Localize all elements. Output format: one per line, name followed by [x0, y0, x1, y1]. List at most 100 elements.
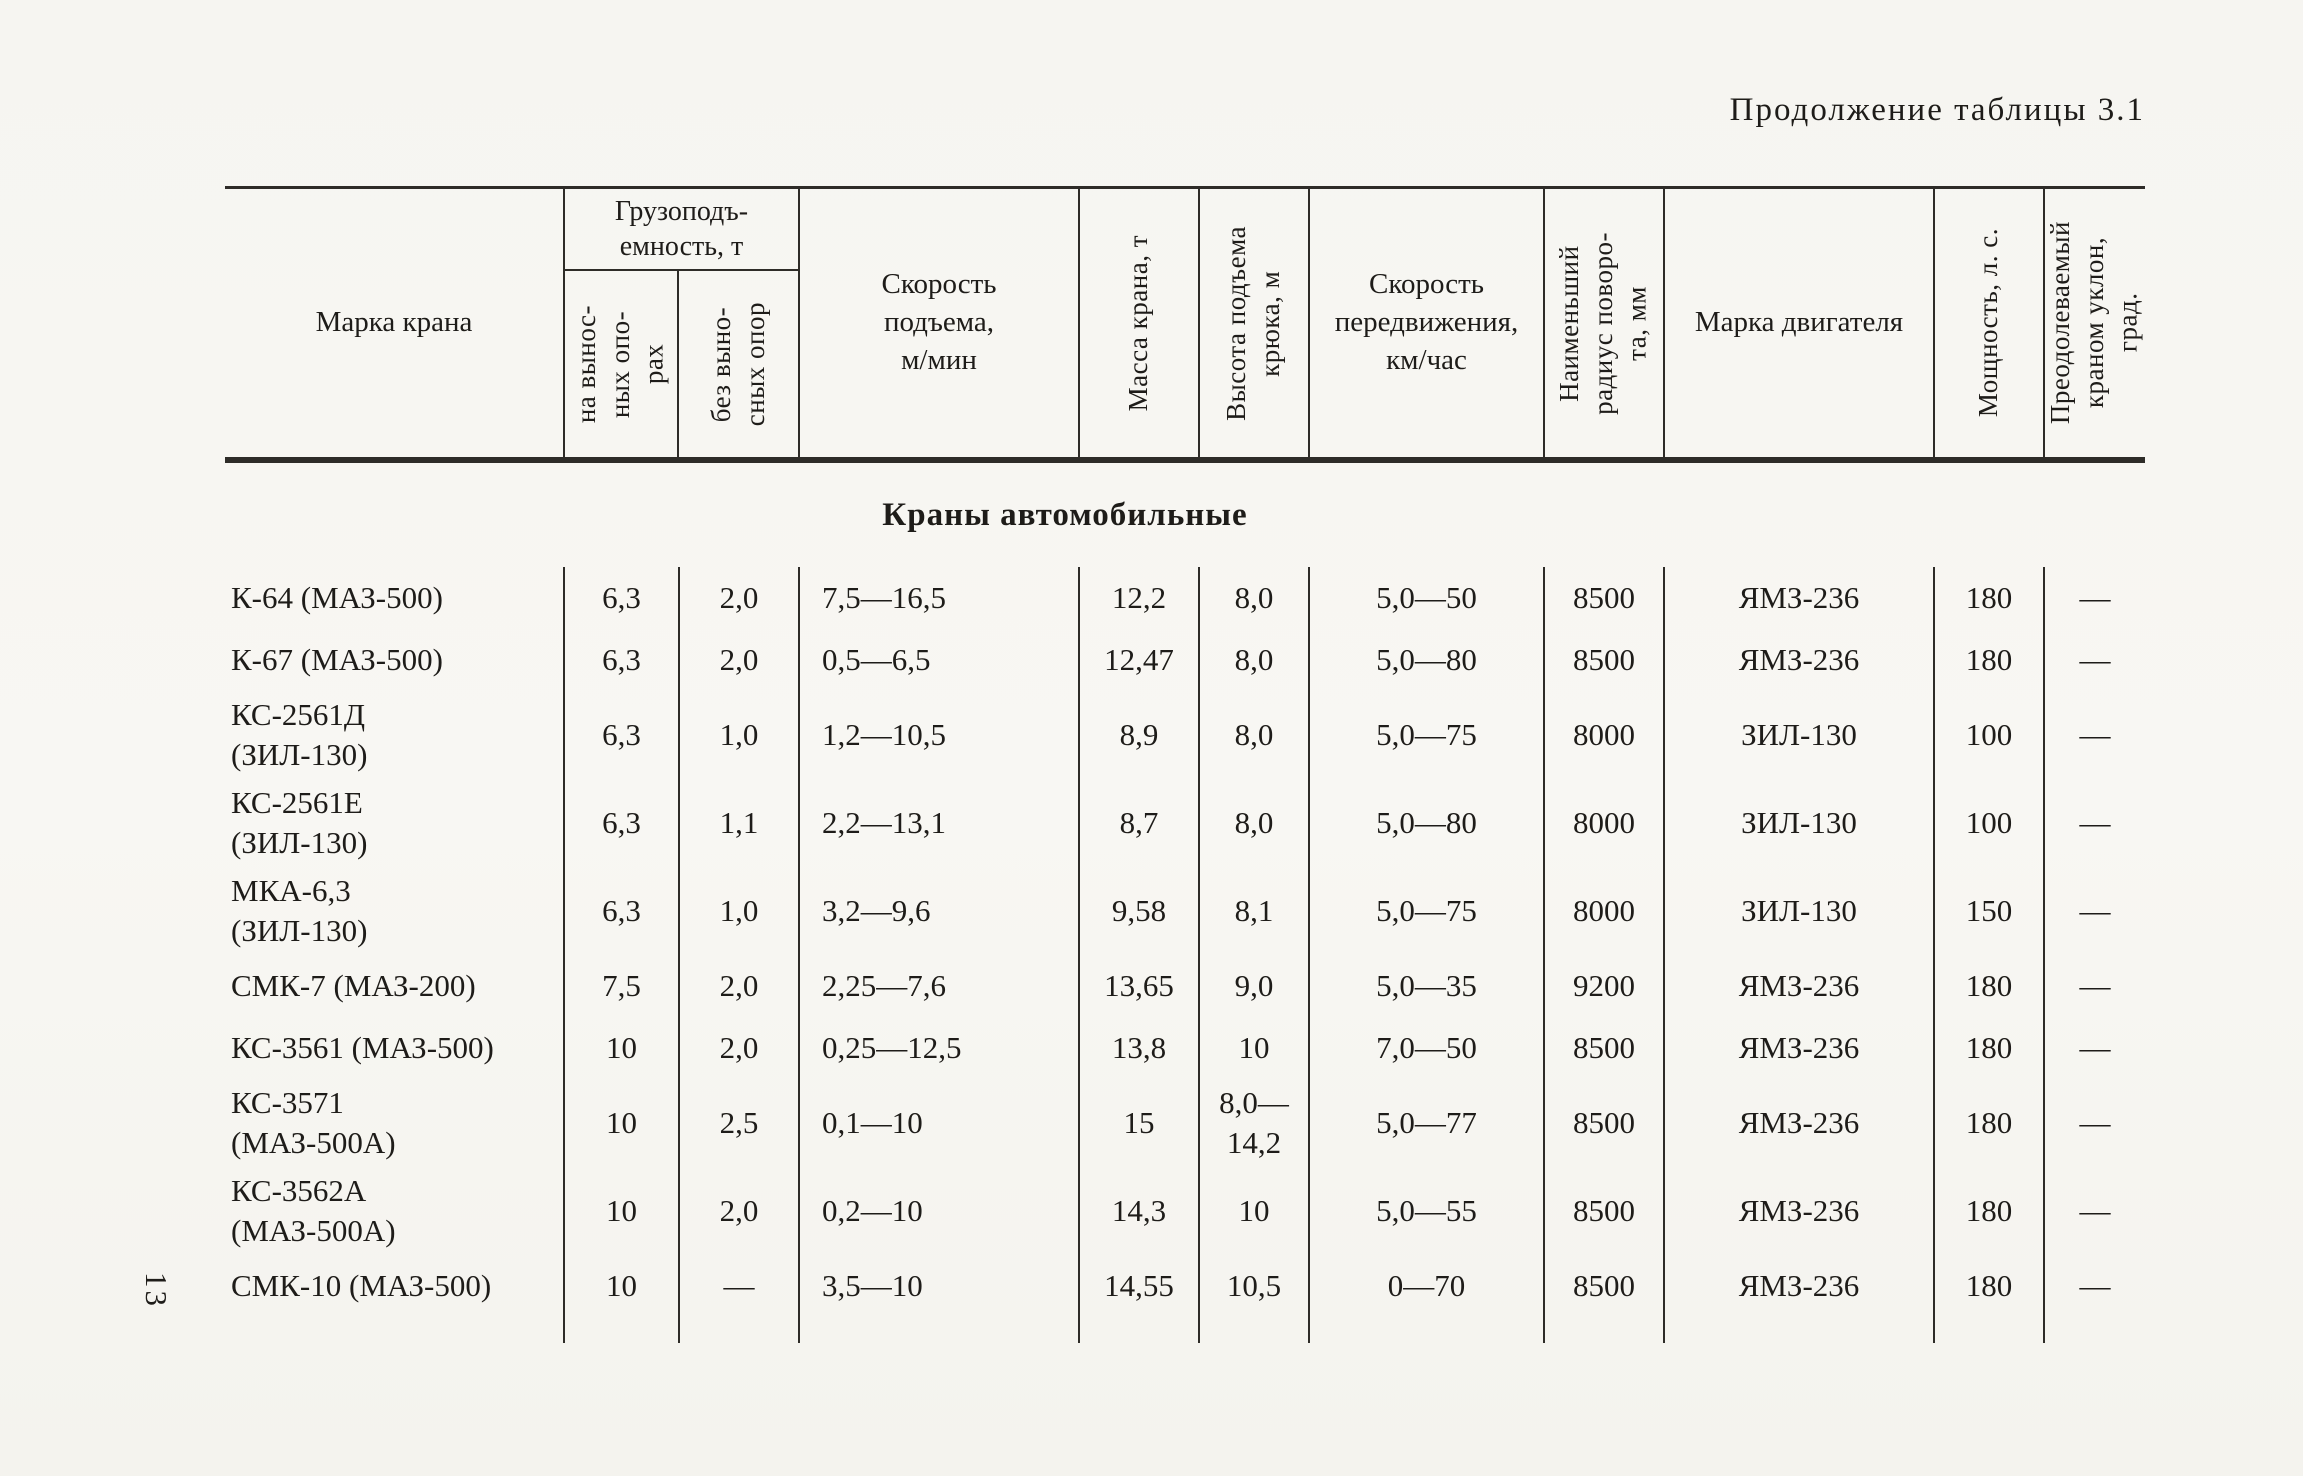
cell-hook-height: 8,1: [1200, 867, 1310, 955]
header-crane-brand-label: Марка крана: [315, 306, 473, 339]
cell-lift-speed: 1,2—10,5: [800, 691, 1080, 779]
cell-power: 100: [1935, 779, 2045, 867]
cell-lift-speed: 0,1—10: [800, 1079, 1080, 1167]
cell-engine-brand: ЯМЗ-236: [1665, 1167, 1935, 1255]
cell-crane-mass: 13,8: [1080, 1017, 1200, 1079]
cell-capacity-on-outriggers: 10: [565, 1255, 680, 1317]
cell-capacity-on-outriggers: 10: [565, 1079, 680, 1167]
cell-engine-brand: ЯМЗ-236: [1665, 1255, 1935, 1317]
cell-crane-mass: 14,3: [1080, 1167, 1200, 1255]
cell-lift-speed: 3,5—10: [800, 1255, 1080, 1317]
header-travel-speed-label: Скорость передвижения, км/час: [1334, 268, 1519, 376]
cell-hook-height: 8,0: [1200, 691, 1310, 779]
cell-travel-speed: 5,0—75: [1310, 867, 1545, 955]
header-engine-brand-label: Марка двигателя: [1694, 306, 1904, 339]
cell-power: 180: [1935, 567, 2045, 629]
cell-capacity-on-outriggers: 6,3: [565, 691, 680, 779]
cell-turn-radius: 8500: [1545, 567, 1665, 629]
cell-crane-brand: К-67 (МАЗ-500): [225, 629, 565, 691]
cell-power: 180: [1935, 629, 2045, 691]
cell-turn-radius: 8000: [1545, 867, 1665, 955]
header-travel-speed: Скорость передвижения, км/час: [1310, 189, 1545, 457]
header-capacity-without-outriggers-label: без выно- сных опор: [705, 301, 770, 427]
cell-crane-mass: 9,58: [1080, 867, 1200, 955]
cell-capacity-without-outriggers: 1,0: [680, 867, 800, 955]
spacer-cell: [1310, 1317, 1545, 1343]
cell-power: 100: [1935, 691, 2045, 779]
cell-capacity-without-outriggers: 1,1: [680, 779, 800, 867]
cell-lift-speed: 0,5—6,5: [800, 629, 1080, 691]
header-crane-mass-label: Масса крана, т: [1123, 234, 1154, 412]
spacer-cell: [680, 1317, 800, 1343]
cranes-table: Марка крана Грузоподъ- емность, т на вын…: [225, 186, 2145, 1343]
table-continuation-caption: Продолжение таблицы 3.1: [1729, 92, 2145, 128]
cell-travel-speed: 5,0—55: [1310, 1167, 1545, 1255]
cell-slope: —: [2079, 968, 2111, 1004]
header-capacity-on-outriggers-label: на вынос- ных опо- рах: [571, 304, 669, 424]
cell-turn-radius: 8000: [1545, 691, 1665, 779]
header-slope-label: Преодолеваемый краном уклон, град.: [2045, 221, 2143, 425]
header-power: Мощность, л. с.: [1935, 189, 2045, 457]
cell-lift-speed: 3,2—9,6: [800, 867, 1080, 955]
cell-turn-radius: 8500: [1545, 1255, 1665, 1317]
table-row: КС-3562А (МАЗ-500А) 10 2,0 0,2—10 14,3 1…: [225, 1167, 2145, 1255]
cell-power: 180: [1935, 955, 2045, 1017]
header-lift-speed-label: Скорость подъема, м/мин: [881, 268, 997, 376]
cell-capacity-without-outriggers: —: [680, 1255, 800, 1317]
cell-turn-radius: 8500: [1545, 629, 1665, 691]
cell-turn-radius: 8000: [1545, 779, 1665, 867]
cell-capacity-without-outriggers: 2,0: [680, 1017, 800, 1079]
cell-hook-height: 8,0— 14,2: [1200, 1079, 1310, 1167]
cell-engine-brand: ЯМЗ-236: [1665, 955, 1935, 1017]
cell-travel-speed: 5,0—50: [1310, 567, 1545, 629]
header-capacity-without-outriggers: без выно- сных опор: [679, 271, 798, 457]
cell-slope: —: [2079, 805, 2111, 841]
header-slope: Преодолеваемый краном уклон, град.: [2045, 189, 2145, 457]
section-title: Краны автомобильные: [225, 463, 2145, 567]
header-engine-brand: Марка двигателя: [1665, 189, 1935, 457]
cell-capacity-without-outriggers: 2,5: [680, 1079, 800, 1167]
cell-travel-speed: 5,0—80: [1310, 779, 1545, 867]
header-turn-radius: Наименьший радиус поворо- та, мм: [1545, 189, 1665, 457]
cell-slope: —: [2079, 580, 2111, 616]
table-row: КС-2561Е (ЗИЛ-130) 6,3 1,1 2,2—13,1 8,7 …: [225, 779, 2145, 867]
table-row: КС-3561 (МАЗ-500) 10 2,0 0,25—12,5 13,8 …: [225, 1017, 2145, 1079]
cell-crane-brand: СМК-10 (МАЗ-500): [225, 1255, 565, 1317]
cell-slope: —: [2079, 893, 2111, 929]
spacer-cell: [1545, 1317, 1665, 1343]
table-row-spacer: [225, 1317, 2145, 1343]
spacer-cell: [1935, 1317, 2045, 1343]
cell-hook-height: 8,0: [1200, 779, 1310, 867]
header-power-label: Мощность, л. с.: [1973, 228, 2004, 418]
cell-power: 180: [1935, 1079, 2045, 1167]
cell-slope: —: [2079, 642, 2111, 678]
cell-power: 180: [1935, 1017, 2045, 1079]
cell-capacity-on-outriggers: 10: [565, 1167, 680, 1255]
cell-slope: —: [2079, 717, 2111, 753]
cell-lift-speed: 0,2—10: [800, 1167, 1080, 1255]
table-body: К-64 (МАЗ-500) 6,3 2,0 7,5—16,5 12,2 8,0…: [225, 567, 2145, 1343]
cell-hook-height: 8,0: [1200, 629, 1310, 691]
cell-capacity-on-outriggers: 6,3: [565, 779, 680, 867]
cell-hook-height: 10: [1200, 1167, 1310, 1255]
cell-crane-brand: МКА-6,3 (ЗИЛ-130): [225, 867, 565, 955]
table-row: МКА-6,3 (ЗИЛ-130) 6,3 1,0 3,2—9,6 9,58 8…: [225, 867, 2145, 955]
cell-capacity-on-outriggers: 7,5: [565, 955, 680, 1017]
cell-capacity-on-outriggers: 10: [565, 1017, 680, 1079]
cell-slope: —: [2079, 1105, 2111, 1141]
header-hook-height: Высота подъема крюка, м: [1200, 189, 1310, 457]
cell-hook-height: 10: [1200, 1017, 1310, 1079]
cell-capacity-without-outriggers: 1,0: [680, 691, 800, 779]
cell-hook-height: 8,0: [1200, 567, 1310, 629]
cell-capacity-without-outriggers: 2,0: [680, 955, 800, 1017]
cell-capacity-without-outriggers: 2,0: [680, 629, 800, 691]
cell-capacity-on-outriggers: 6,3: [565, 567, 680, 629]
table-row: К-67 (МАЗ-500) 6,3 2,0 0,5—6,5 12,47 8,0…: [225, 629, 2145, 691]
cell-crane-brand: КС-2561Е (ЗИЛ-130): [225, 779, 565, 867]
cell-lift-speed: 7,5—16,5: [800, 567, 1080, 629]
cell-crane-mass: 14,55: [1080, 1255, 1200, 1317]
cell-capacity-without-outriggers: 2,0: [680, 567, 800, 629]
cell-turn-radius: 8500: [1545, 1079, 1665, 1167]
cell-turn-radius: 8500: [1545, 1167, 1665, 1255]
